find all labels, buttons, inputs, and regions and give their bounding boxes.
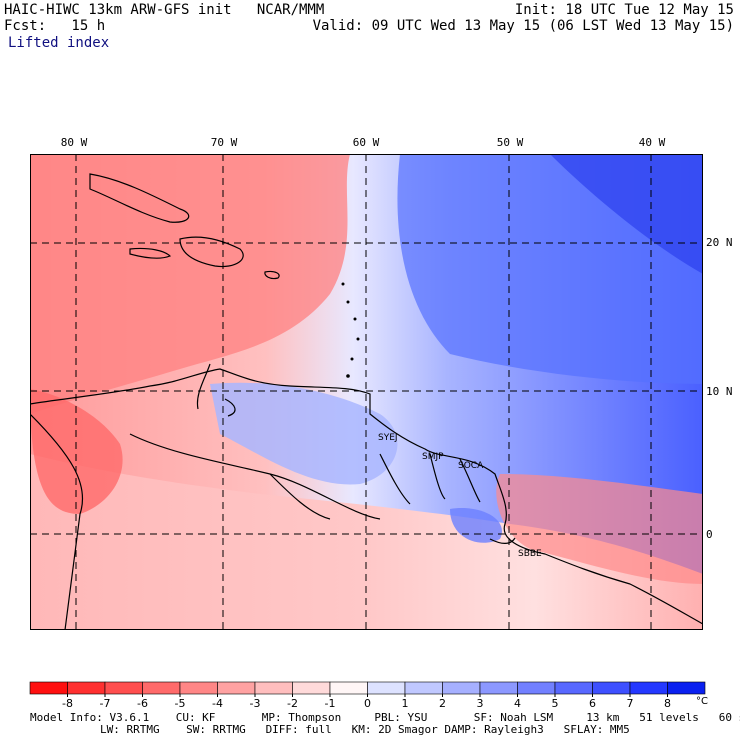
colorbar-swatch bbox=[254, 681, 293, 695]
lat-label-20n: 20 N bbox=[706, 236, 733, 249]
colorbar-swatch bbox=[142, 681, 181, 695]
station-soca: SOCA bbox=[458, 461, 484, 471]
colorbar-swatch bbox=[404, 681, 443, 695]
colorbar-swatch bbox=[517, 681, 556, 695]
colorbar-swatch bbox=[367, 681, 406, 695]
colorbar-swatch bbox=[629, 681, 668, 695]
colorbar-tick-label: -7 bbox=[100, 697, 111, 710]
colorbar-swatch bbox=[329, 681, 368, 695]
colorbar-tick-label: 8 bbox=[664, 697, 671, 710]
field-name: Lifted index bbox=[8, 35, 110, 51]
colorbar-tick-label: -8 bbox=[62, 697, 73, 710]
valid-time: Valid: 09 UTC Wed 13 May 15 (06 LST Wed … bbox=[312, 18, 734, 34]
coastlines bbox=[30, 173, 703, 630]
lon-label-40w: 40 W bbox=[638, 136, 666, 149]
colorbar-unit: °C bbox=[696, 696, 708, 707]
colorbar-swatch bbox=[104, 681, 143, 695]
lon-label-70w: 70 W bbox=[210, 136, 238, 149]
colorbar-swatch bbox=[292, 681, 331, 695]
colorbar-swatch bbox=[67, 681, 106, 695]
colorbar-tick-label: -4 bbox=[212, 697, 223, 710]
island-chain bbox=[341, 282, 360, 378]
colorbar-labels: -8 -7 -6 -5 -4 -3 -2 -1 0 1 2 3 4 5 6 7 8 bbox=[62, 694, 671, 710]
colorbar-tick-label: 5 bbox=[552, 697, 559, 710]
colorbar-tick-label: -3 bbox=[250, 697, 261, 710]
venezuela-stable-region bbox=[210, 382, 398, 485]
colombia-unstable-region bbox=[30, 389, 123, 514]
colorbar-tick-label: 0 bbox=[364, 697, 371, 710]
lat-label-10n: 10 N bbox=[706, 385, 733, 398]
colorbar-swatch bbox=[217, 681, 256, 695]
model-title: HAIC-HIWC 13km ARW-GFS init NCAR/MMM bbox=[4, 2, 325, 18]
atlantic-very-stable-region bbox=[550, 154, 703, 274]
colorbar-tick-label: -6 bbox=[137, 697, 148, 710]
colorbar-swatch bbox=[179, 681, 218, 695]
colorbar-tick-label: -1 bbox=[325, 697, 336, 710]
colorbar-tick-label: -5 bbox=[175, 697, 186, 710]
colorbar-tick-label: 4 bbox=[514, 697, 521, 710]
colorbar-tick-label: -2 bbox=[287, 697, 298, 710]
lon-label-80w: 80 W bbox=[60, 136, 88, 149]
graticule bbox=[30, 154, 703, 630]
colorbar: -8 -7 -6 -5 -4 -3 -2 -1 0 1 2 3 4 5 6 7 8 °C bbox=[29, 681, 708, 710]
colorbar-swatch bbox=[667, 681, 706, 695]
station-syej: SYEJ bbox=[378, 433, 398, 443]
colorbar-tick-label: 6 bbox=[589, 697, 596, 710]
colorbar-tick-label: 3 bbox=[477, 697, 484, 710]
lon-label-50w: 50 W bbox=[496, 136, 524, 149]
lon-label-60w: 60 W bbox=[352, 136, 380, 149]
lat-label-0: 0 bbox=[706, 528, 713, 541]
colorbar-swatch bbox=[479, 681, 518, 695]
init-time: Init: 18 UTC Tue 12 May 15 bbox=[514, 2, 734, 18]
colorbar-tick-label: 1 bbox=[402, 697, 409, 710]
colorbar-swatch bbox=[554, 681, 593, 695]
map-frame bbox=[30, 154, 703, 630]
colorbar-swatches bbox=[29, 681, 706, 695]
forecast-hour: Fcst: 15 h bbox=[4, 18, 106, 34]
model-info-line1: Model Info: V3.6.1 CU: KF MP: Thompson P… bbox=[30, 711, 740, 724]
station-smjp: SMJP bbox=[422, 452, 444, 462]
colorbar-swatch bbox=[442, 681, 481, 695]
colorbar-swatch bbox=[29, 681, 68, 695]
lifted-index-map: SYEJ SMJP SOCA SBBE bbox=[30, 154, 703, 630]
colorbar-tick-label: 7 bbox=[627, 697, 634, 710]
model-info-line2: LW: RRTMG SW: RRTMG DIFF: full KM: 2D Sm… bbox=[100, 723, 630, 736]
colorbar-tick-label: 2 bbox=[439, 697, 446, 710]
colorbar-swatch bbox=[592, 681, 631, 695]
station-sbbe: SBBE bbox=[518, 549, 542, 559]
caribbean-unstable-region bbox=[30, 154, 350, 414]
